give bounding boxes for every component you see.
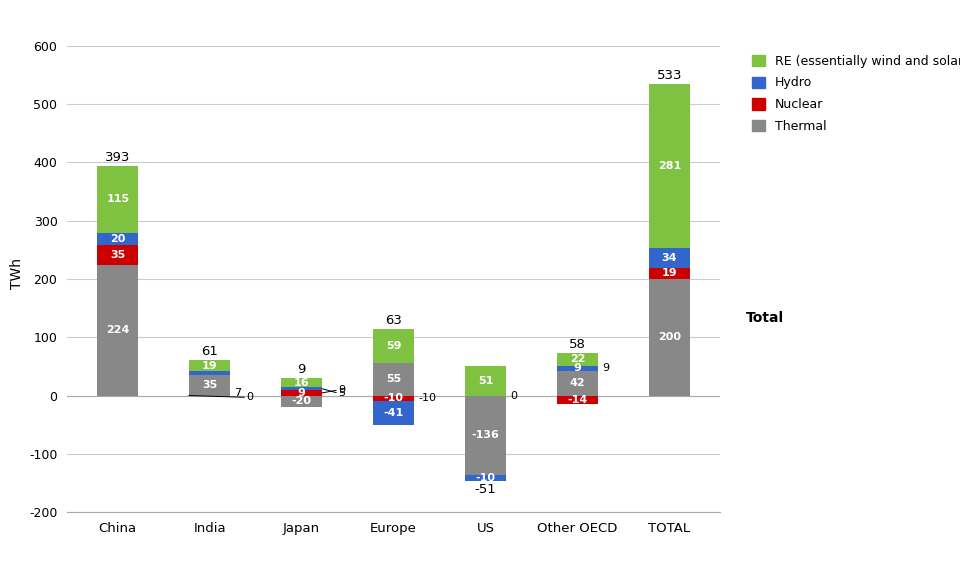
Text: 59: 59 [386, 341, 401, 351]
Text: 0: 0 [510, 390, 516, 401]
Bar [649, 279, 690, 395]
Bar [465, 366, 506, 395]
Text: 61: 61 [202, 345, 218, 358]
Bar [372, 401, 415, 425]
Text: 5: 5 [338, 387, 345, 398]
Bar [97, 166, 138, 233]
Text: 533: 533 [657, 69, 683, 82]
Bar [372, 395, 415, 401]
Bar [281, 378, 323, 387]
Text: 16: 16 [294, 378, 309, 387]
Bar [465, 395, 506, 475]
Bar [189, 371, 230, 375]
Bar [557, 371, 598, 395]
Text: 9: 9 [298, 362, 306, 376]
Text: 55: 55 [386, 374, 401, 385]
Text: -41: -41 [383, 409, 404, 418]
Text: 51: 51 [478, 376, 493, 386]
Text: Total: Total [746, 311, 784, 325]
Bar [189, 375, 230, 395]
Text: 58: 58 [569, 337, 586, 351]
Text: 7: 7 [234, 389, 241, 398]
Bar [372, 364, 415, 395]
Bar [372, 329, 415, 364]
Bar [97, 245, 138, 265]
Text: 115: 115 [107, 195, 130, 204]
Bar [649, 248, 690, 268]
Text: 35: 35 [203, 380, 217, 390]
Bar [281, 387, 323, 390]
Text: 224: 224 [107, 325, 130, 335]
Bar [281, 390, 323, 395]
Text: -10: -10 [384, 393, 403, 403]
Bar [97, 265, 138, 395]
Bar [281, 395, 323, 407]
Text: -10: -10 [418, 393, 436, 403]
Text: 9: 9 [298, 388, 305, 398]
Text: 19: 19 [202, 361, 218, 370]
Text: 35: 35 [110, 250, 126, 260]
Bar [97, 233, 138, 245]
Text: 42: 42 [569, 378, 586, 388]
Bar [649, 268, 690, 279]
Text: 0: 0 [246, 392, 253, 402]
Bar [649, 84, 690, 248]
Text: 63: 63 [385, 314, 402, 327]
Text: -10: -10 [475, 473, 495, 483]
Text: 9: 9 [338, 385, 345, 395]
Text: -14: -14 [567, 395, 588, 405]
Text: -51: -51 [474, 483, 496, 496]
Text: 22: 22 [569, 354, 586, 364]
Bar [189, 360, 230, 371]
Text: 393: 393 [105, 151, 131, 163]
Y-axis label: TWh: TWh [10, 258, 24, 288]
Text: -20: -20 [292, 397, 312, 406]
Text: 19: 19 [661, 269, 677, 278]
Text: 9: 9 [573, 364, 582, 373]
Text: 200: 200 [658, 332, 681, 342]
Text: 20: 20 [110, 234, 126, 244]
Text: 9: 9 [602, 364, 609, 373]
Bar [465, 475, 506, 481]
Bar [557, 395, 598, 403]
Text: -136: -136 [471, 430, 499, 440]
Bar [557, 353, 598, 366]
Legend: RE (essentially wind and solar), Hydro, Nuclear, Thermal: RE (essentially wind and solar), Hydro, … [753, 55, 960, 133]
Bar [557, 366, 598, 371]
Text: 281: 281 [658, 161, 681, 171]
Text: 34: 34 [661, 253, 677, 263]
